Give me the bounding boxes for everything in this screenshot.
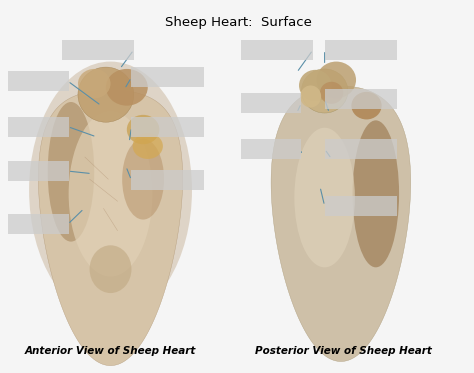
Ellipse shape [301,69,348,113]
Ellipse shape [122,139,164,220]
Ellipse shape [133,133,163,159]
Text: Posterior View of Sheep Heart: Posterior View of Sheep Heart [255,345,432,355]
FancyBboxPatch shape [131,117,204,137]
Ellipse shape [351,92,382,119]
Ellipse shape [106,69,148,106]
FancyBboxPatch shape [8,161,69,181]
Polygon shape [38,90,182,366]
FancyBboxPatch shape [8,214,69,234]
FancyBboxPatch shape [241,93,301,113]
Text: Anterior View of Sheep Heart: Anterior View of Sheep Heart [25,345,196,355]
FancyBboxPatch shape [325,196,397,216]
FancyBboxPatch shape [8,71,69,91]
Ellipse shape [294,128,355,267]
Ellipse shape [90,245,131,293]
Ellipse shape [78,69,110,98]
Ellipse shape [299,70,332,101]
FancyBboxPatch shape [325,89,397,109]
FancyBboxPatch shape [325,139,397,159]
Ellipse shape [320,82,343,104]
FancyBboxPatch shape [325,40,397,60]
Text: Sheep Heart:  Surface: Sheep Heart: Surface [165,16,312,29]
Ellipse shape [69,111,153,276]
Ellipse shape [127,115,159,144]
FancyBboxPatch shape [131,170,204,190]
Ellipse shape [48,102,94,242]
Ellipse shape [317,62,356,98]
Ellipse shape [78,67,134,122]
FancyBboxPatch shape [8,117,69,137]
Ellipse shape [29,62,192,319]
Ellipse shape [300,85,321,107]
FancyBboxPatch shape [241,40,313,60]
FancyBboxPatch shape [131,67,204,87]
Ellipse shape [353,120,399,267]
Polygon shape [271,86,410,361]
FancyBboxPatch shape [62,40,134,60]
FancyBboxPatch shape [241,139,301,159]
